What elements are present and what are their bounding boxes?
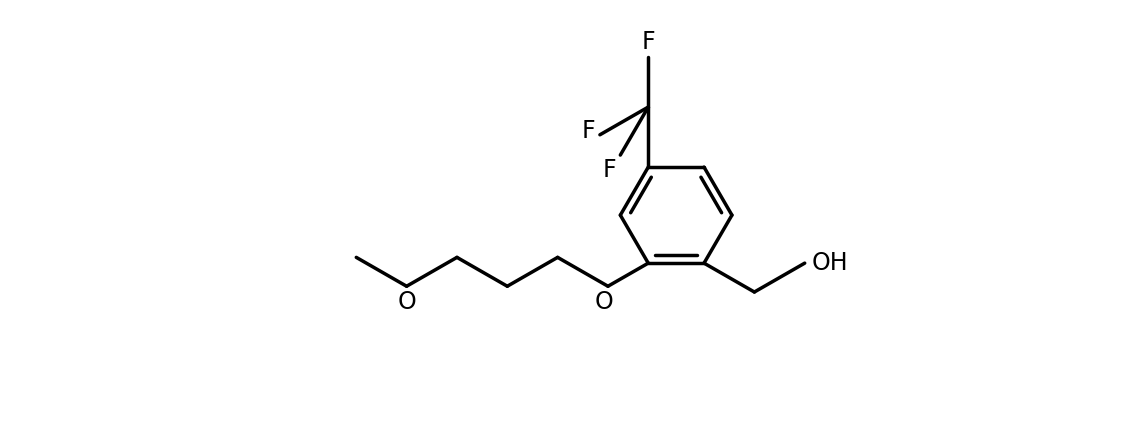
Text: O: O xyxy=(398,290,416,314)
Text: F: F xyxy=(642,30,656,54)
Text: OH: OH xyxy=(811,251,848,275)
Text: F: F xyxy=(582,120,596,144)
Text: F: F xyxy=(603,158,615,182)
Text: O: O xyxy=(594,290,613,314)
